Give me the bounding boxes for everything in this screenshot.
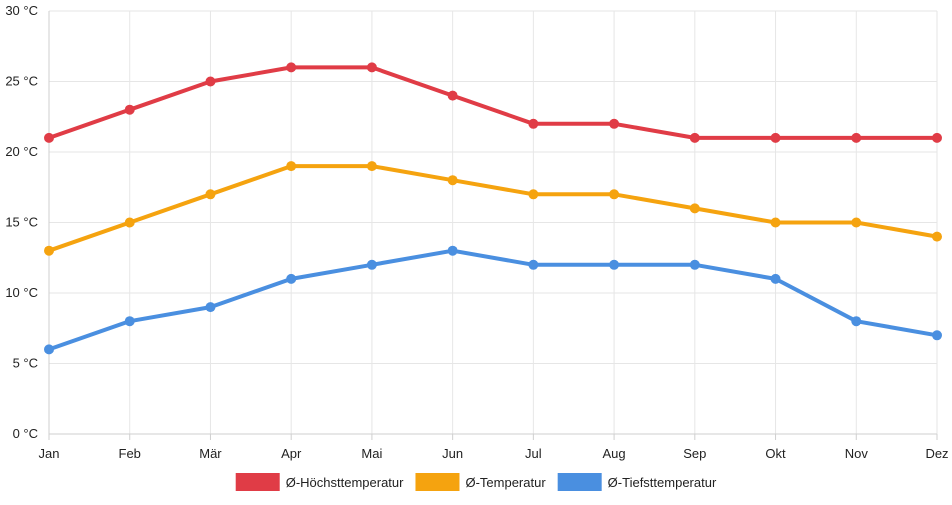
x-tick-label: Okt	[765, 446, 786, 461]
legend-swatch[interactable]	[557, 473, 602, 491]
data-point[interactable]	[528, 118, 539, 129]
x-tick-label: Mär	[199, 446, 222, 461]
data-point[interactable]	[124, 316, 135, 327]
data-point[interactable]	[124, 104, 135, 115]
data-point[interactable]	[932, 132, 942, 143]
data-point[interactable]	[770, 132, 781, 143]
data-point[interactable]	[609, 118, 620, 129]
y-axis-ticks: 0 °C 5 °C 10 °C 15 °C 20 °C 25 °C 30 °C	[5, 3, 38, 441]
data-point[interactable]	[528, 259, 539, 270]
data-point[interactable]	[44, 344, 54, 355]
series-line	[47, 65, 939, 140]
data-point[interactable]	[609, 189, 620, 200]
data-point[interactable]	[366, 161, 377, 172]
series-line	[47, 248, 939, 352]
x-tick-label: Jul	[525, 446, 542, 461]
data-point[interactable]	[528, 189, 539, 200]
series-1	[44, 62, 942, 143]
data-point[interactable]	[286, 161, 297, 172]
y-tick-label: 15 °C	[5, 215, 38, 230]
data-point[interactable]	[366, 62, 377, 73]
data-point[interactable]	[770, 273, 781, 284]
x-tick-label: Feb	[119, 446, 141, 461]
data-point[interactable]	[366, 259, 377, 270]
series-layer	[44, 62, 942, 355]
series-3	[44, 245, 942, 355]
legend[interactable]: Ø-Höchsttemperatur Ø-Temperatur Ø-Tiefstte…	[235, 473, 717, 491]
legend-label: Ø-Tiefsttemperatur	[608, 475, 717, 490]
data-point[interactable]	[770, 217, 781, 228]
data-point[interactable]	[689, 203, 700, 214]
data-point[interactable]	[124, 217, 135, 228]
data-point[interactable]	[851, 132, 862, 143]
x-tick-label: Jan	[39, 446, 60, 461]
y-tick-label: 10 °C	[5, 285, 38, 300]
data-point[interactable]	[286, 62, 297, 73]
x-axis-ticks: Jan Feb Mär Apr Mai Jun Jul Aug Sep Okt Nov Dez	[39, 446, 949, 461]
data-point[interactable]	[447, 175, 458, 186]
legend-label: Ø-Temperatur	[465, 475, 546, 490]
x-tick-label: Mai	[361, 446, 382, 461]
series-line	[47, 164, 939, 253]
series-2	[44, 161, 942, 256]
data-point[interactable]	[447, 90, 458, 101]
legend-swatch[interactable]	[415, 473, 460, 491]
x-tick-label: Dez	[925, 446, 948, 461]
x-tick-label: Nov	[845, 446, 869, 461]
y-tick-label: 30 °C	[5, 3, 38, 18]
data-point[interactable]	[609, 259, 620, 270]
data-point[interactable]	[205, 76, 216, 87]
x-tick-label: Jun	[442, 446, 463, 461]
y-tick-label: 0 °C	[13, 426, 38, 441]
data-point[interactable]	[851, 217, 862, 228]
data-point[interactable]	[205, 189, 216, 200]
data-point[interactable]	[851, 316, 862, 327]
y-tick-label: 20 °C	[5, 144, 38, 159]
data-point[interactable]	[689, 259, 700, 270]
data-point[interactable]	[689, 132, 700, 143]
data-point[interactable]	[932, 330, 942, 341]
data-point[interactable]	[44, 132, 54, 143]
data-point[interactable]	[205, 302, 216, 313]
x-tick-label: Apr	[281, 446, 302, 461]
data-point[interactable]	[447, 245, 458, 256]
data-point[interactable]	[286, 273, 297, 284]
x-tick-label: Aug	[603, 446, 626, 461]
y-tick-label: 5 °C	[13, 356, 38, 371]
y-tick-label: 25 °C	[5, 74, 38, 89]
legend-label: Ø-Höchsttemperatur	[286, 475, 404, 490]
legend-swatch[interactable]	[235, 473, 280, 491]
axis-layer	[48, 11, 938, 440]
x-tick-label: Sep	[683, 446, 706, 461]
data-point[interactable]	[44, 245, 54, 256]
data-point[interactable]	[932, 231, 942, 242]
